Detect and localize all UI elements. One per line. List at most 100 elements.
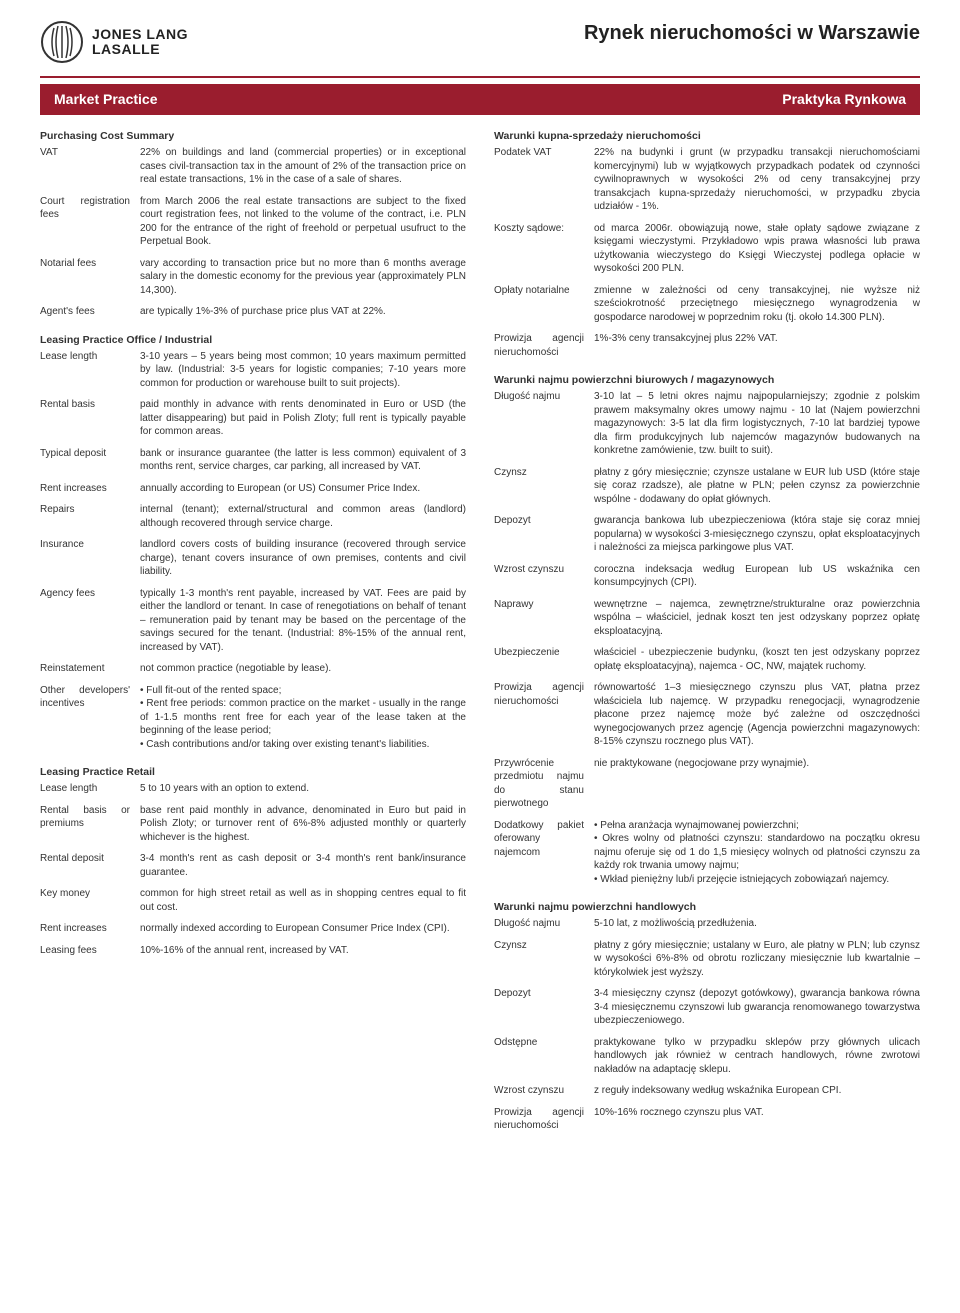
row-value: not common practice (negotiable by lease… <box>140 662 466 676</box>
row-value: płatny z góry miesięcznie; ustalany w Eu… <box>594 939 920 980</box>
row-value: typically 1-3 month's rent payable, incr… <box>140 587 466 655</box>
definition-row: Rental basispaid monthly in advance with… <box>40 398 466 439</box>
row-label: Court registration fees <box>40 195 130 249</box>
row-value: od marca 2006r. obowiązują nowe, stałe o… <box>594 222 920 276</box>
group-title: Warunki najmu powierzchni handlowych <box>494 900 920 914</box>
row-value: landlord covers costs of building insura… <box>140 538 466 579</box>
row-label: Długość najmu <box>494 917 584 931</box>
definition-row: Przywrócenie przedmiotu najmu do stanu p… <box>494 757 920 811</box>
logo-icon <box>40 20 84 64</box>
row-label: Other developers' incentives <box>40 684 130 752</box>
row-label: Prowizja agencji nieruchomości <box>494 332 584 359</box>
row-label: Rental basis <box>40 398 130 439</box>
row-value: are typically 1%-3% of purchase price pl… <box>140 305 466 319</box>
row-label: Przywrócenie przedmiotu najmu do stanu p… <box>494 757 584 811</box>
row-value: zmienne w zależności od ceny transakcyjn… <box>594 284 920 325</box>
row-label: Typical deposit <box>40 447 130 474</box>
definition-row: Other developers' incentives• Full fit-o… <box>40 684 466 752</box>
row-value: płatny z góry miesięcznie; czynsze ustal… <box>594 466 920 507</box>
group-title: Purchasing Cost Summary <box>40 129 466 143</box>
definition-row: Odstępnepraktykowane tylko w przypadku s… <box>494 1036 920 1077</box>
definition-row: Key money common for high street retail a… <box>40 887 466 914</box>
definition-row: Lease length 5 to 10 years with an option… <box>40 782 466 796</box>
definition-row: Naprawywewnętrzne – najemca, zewnętrzne/… <box>494 598 920 639</box>
row-label: Agent's fees <box>40 305 130 319</box>
group-title: Leasing Practice Retail <box>40 765 466 779</box>
row-value: 5 to 10 years with an option to extend. <box>140 782 466 796</box>
row-value: 22% na budynki i grunt (w przypadku tran… <box>594 146 920 214</box>
row-value: równowartość 1–3 miesięcznego czynszu pl… <box>594 681 920 749</box>
row-label: Lease length <box>40 782 130 796</box>
row-label: Odstępne <box>494 1036 584 1077</box>
row-label: Depozyt <box>494 514 584 555</box>
logo-line2: LASALLE <box>92 42 188 57</box>
row-value: coroczna indeksacja według European lub … <box>594 563 920 590</box>
definition-row: Prowizja agencji nieruchomościrównowarto… <box>494 681 920 749</box>
definition-row: Agency feestypically 1-3 month's rent pa… <box>40 587 466 655</box>
row-label: Czynsz <box>494 939 584 980</box>
definition-row: Opłaty notarialnezmienne w zależności od… <box>494 284 920 325</box>
row-value: common for high street retail as well as… <box>140 887 466 914</box>
row-label: Podatek VAT <box>494 146 584 214</box>
definition-row: Długość najmu5-10 lat, z możliwością prz… <box>494 917 920 931</box>
definition-row: Typical deposit bank or insurance guarant… <box>40 447 466 474</box>
definition-row: Court registration feesfrom March 2006 t… <box>40 195 466 249</box>
row-value: paid monthly in advance with rents denom… <box>140 398 466 439</box>
row-label: Repairs <box>40 503 130 530</box>
row-value: 3-10 years – 5 years being most common; … <box>140 350 466 391</box>
row-label: Rental basis or premiums <box>40 804 130 845</box>
row-label: Rent increases <box>40 922 130 936</box>
row-value: internal (tenant); external/structural a… <box>140 503 466 530</box>
definition-row: Prowizja agencji nieruchomości 1%-3% ceny… <box>494 332 920 359</box>
definition-row: Depozytgwarancja bankowa lub ubezpieczen… <box>494 514 920 555</box>
row-label: Insurance <box>40 538 130 579</box>
definition-row: Wzrost czynszuz reguły indeksowany wedłu… <box>494 1084 920 1098</box>
row-label: Czynsz <box>494 466 584 507</box>
definition-row: Ubezpieczeniewłaściciel - ubezpieczenie … <box>494 646 920 673</box>
definition-row: Rent increases normally indexed according… <box>40 922 466 936</box>
row-label: Notarial fees <box>40 257 130 298</box>
definition-row: Podatek VAT22% na budynki i grunt (w prz… <box>494 146 920 214</box>
row-value: normally indexed according to European C… <box>140 922 466 936</box>
row-value: annually according to European (or US) C… <box>140 482 466 496</box>
section-bar: Market Practice Praktyka Rynkowa <box>40 84 920 115</box>
logo-line1: JONES LANG <box>92 27 188 42</box>
row-value: 10%-16% of the annual rent, increased by… <box>140 944 466 958</box>
definition-row: Rent increasesannually according to Euro… <box>40 482 466 496</box>
row-value: właściciel - ubezpieczenie budynku, (kos… <box>594 646 920 673</box>
row-value: gwarancja bankowa lub ubezpieczeniowa (k… <box>594 514 920 555</box>
definition-row: Prowizja agencji nieruchomości 10%-16% ro… <box>494 1106 920 1133</box>
row-label: Key money <box>40 887 130 914</box>
row-value: praktykowane tylko w przypadku sklepów p… <box>594 1036 920 1077</box>
row-label: VAT <box>40 146 130 187</box>
definition-row: Leasing fees10%-16% of the annual rent, … <box>40 944 466 958</box>
row-label: Prowizja agencji nieruchomości <box>494 1106 584 1133</box>
definition-row: Repairs internal (tenant); external/struc… <box>40 503 466 530</box>
definition-row: VAT22% on buildings and land (commercial… <box>40 146 466 187</box>
row-value: • Pełna aranżacja wynajmowanej powierzch… <box>594 819 920 887</box>
section-bar-left: Market Practice <box>54 90 158 109</box>
definition-row: Insurancelandlord covers costs of buildi… <box>40 538 466 579</box>
row-label: Koszty sądowe: <box>494 222 584 276</box>
row-value: base rent paid monthly in advance, denom… <box>140 804 466 845</box>
definition-row: Dodatkowy pakiet oferowany najemcom• Peł… <box>494 819 920 887</box>
group-title: Warunki kupna-sprzedaży nieruchomości <box>494 129 920 143</box>
row-value: wewnętrzne – najemca, zewnętrzne/struktu… <box>594 598 920 639</box>
row-value: from March 2006 the real estate transact… <box>140 195 466 249</box>
row-value: 22% on buildings and land (commercial pr… <box>140 146 466 187</box>
row-value: 10%-16% rocznego czynszu plus VAT. <box>594 1106 920 1133</box>
row-label: Rental deposit <box>40 852 130 879</box>
row-value: 1%-3% ceny transakcyjnej plus 22% VAT. <box>594 332 920 359</box>
definition-row: Notarial feesvary according to transacti… <box>40 257 466 298</box>
row-label: Wzrost czynszu <box>494 1084 584 1098</box>
row-value: 3-4 miesięczny czynsz (depozyt gotówkowy… <box>594 987 920 1028</box>
row-value: 3-10 lat – 5 letni okres najmu najpopula… <box>594 390 920 458</box>
logo-block: JONES LANG LASALLE <box>40 20 188 64</box>
definition-row: Długość najmu3-10 lat – 5 letni okres na… <box>494 390 920 458</box>
row-value: • Full fit-out of the rented space; • Re… <box>140 684 466 752</box>
row-value: bank or insurance guarantee (the latter … <box>140 447 466 474</box>
row-label: Lease length <box>40 350 130 391</box>
row-label: Długość najmu <box>494 390 584 458</box>
group-title: Leasing Practice Office / Industrial <box>40 333 466 347</box>
definition-row: Rental deposit3-4 month's rent as cash d… <box>40 852 466 879</box>
